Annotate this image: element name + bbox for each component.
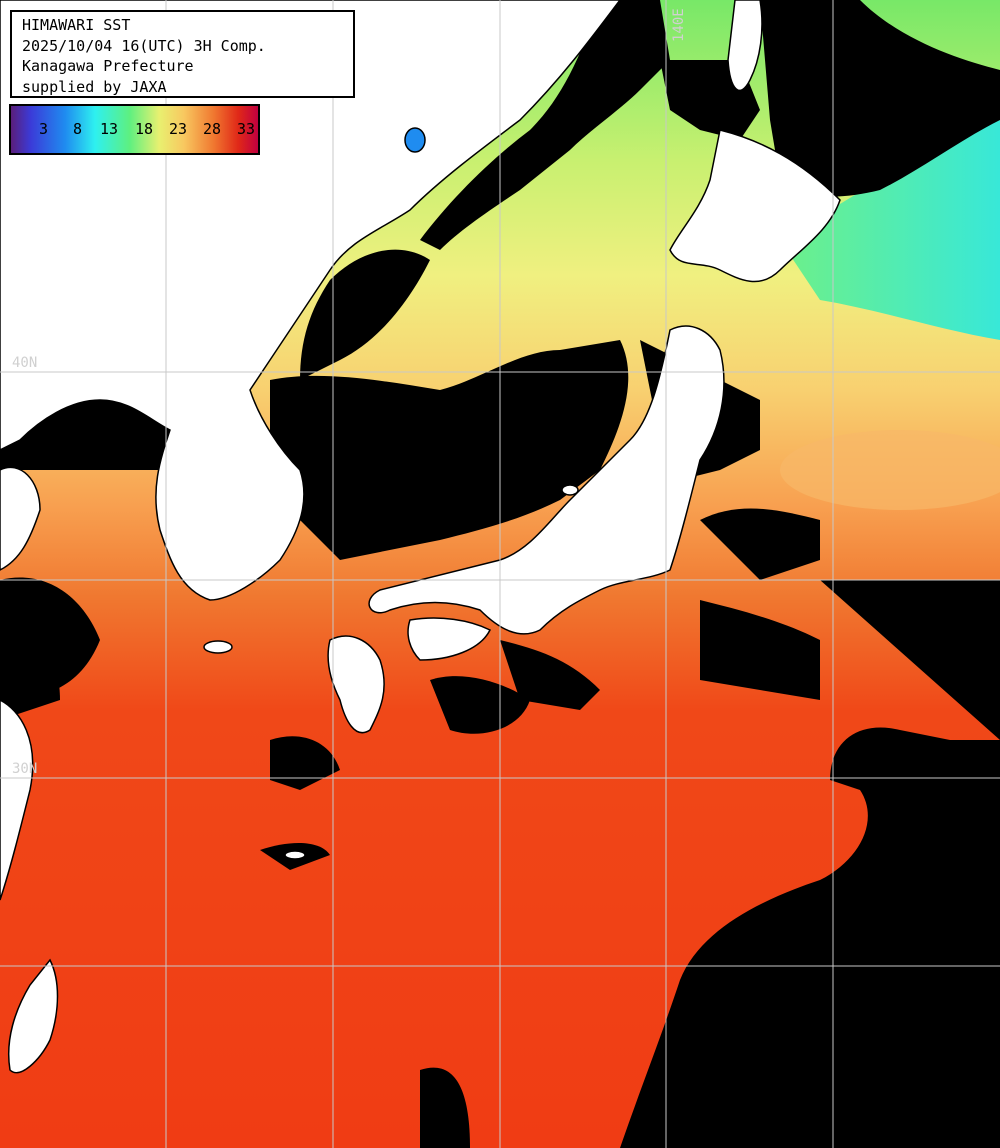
- title-box: HIMAWARI SST 2025/10/04 16(UTC) 3H Comp.…: [10, 10, 355, 98]
- colorbar-tick: 13: [100, 120, 119, 138]
- colorbar-tick: 28: [203, 120, 222, 138]
- region-label: Kanagawa Prefecture: [22, 57, 194, 75]
- land-china-south: [0, 699, 34, 901]
- cold-water-northeast: [780, 120, 1000, 340]
- credit-label: supplied by JAXA: [22, 77, 167, 96]
- lat-label-30n: 30N: [12, 761, 37, 777]
- colorbar-tick: 8: [73, 120, 83, 138]
- colorbar-tick: 33: [237, 120, 256, 138]
- colorbar-tick: 3: [39, 120, 49, 138]
- colorbar-tick: 18: [135, 120, 154, 138]
- land-island-okinawa: [284, 850, 306, 860]
- land-kyushu: [327, 635, 385, 734]
- land-hokkaido: [669, 129, 841, 283]
- warm-eddy: [780, 430, 1000, 510]
- land-china-coast: [0, 466, 41, 571]
- land-taiwan: [7, 958, 59, 1074]
- land-island-oki: [404, 127, 426, 153]
- land-island-jeju: [203, 640, 233, 654]
- timestamp-label: 2025/10/04 16(UTC) 3H Comp.: [22, 36, 266, 55]
- land-shikoku: [407, 617, 492, 661]
- lat-label-40n: 40N: [12, 355, 37, 371]
- lon-label-140e: 140E: [671, 8, 687, 42]
- land-sakhalin: [727, 0, 763, 92]
- product-title: HIMAWARI SST: [22, 16, 131, 34]
- temperature-colorbar: 3 8 13 18 23 28 33: [9, 104, 260, 155]
- colorbar-tick: 23: [169, 120, 188, 138]
- land-honshu: [368, 325, 725, 635]
- land-island-sado: [561, 484, 579, 496]
